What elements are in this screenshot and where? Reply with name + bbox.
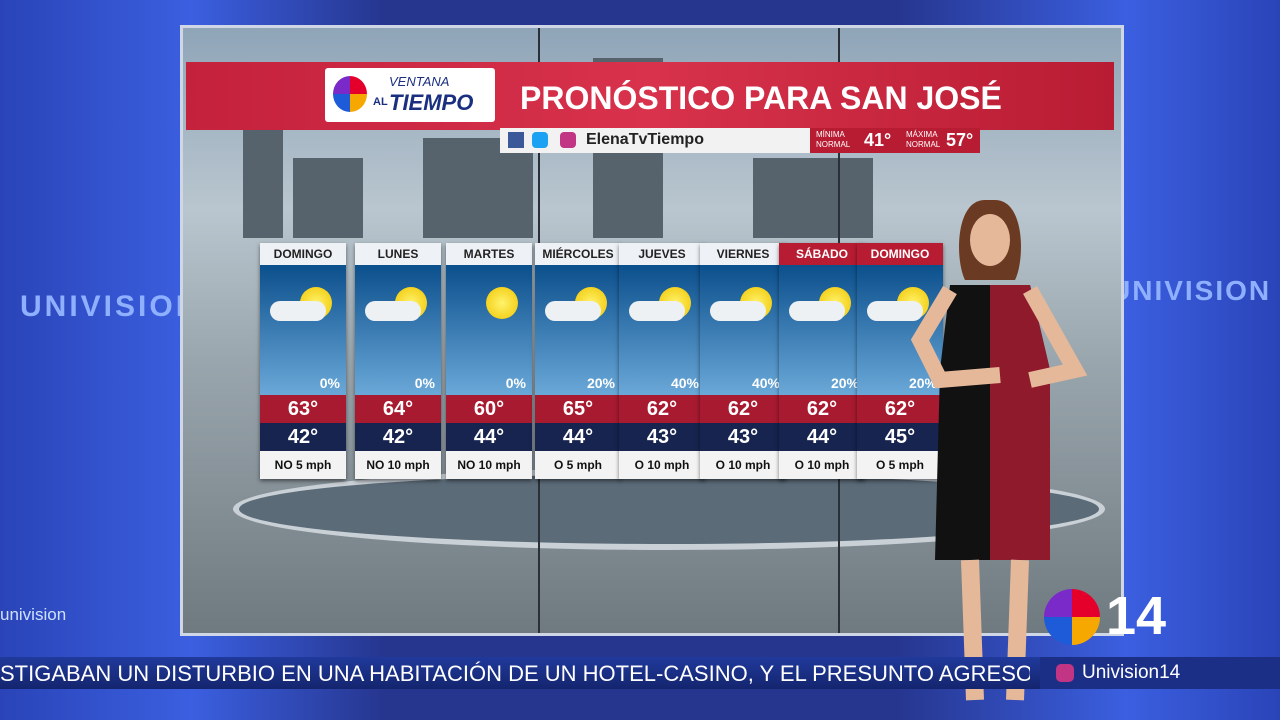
low-temp: 42°: [355, 423, 441, 451]
precip-chance: 20%: [908, 375, 937, 391]
logo-text: AL: [373, 96, 388, 108]
low-temp: 43°: [700, 423, 786, 451]
brand-text: UNIVISION: [1110, 275, 1272, 306]
station-number: 14: [1106, 586, 1167, 646]
high-temp: 63°: [260, 395, 346, 423]
precip-chance: 20%: [586, 375, 615, 391]
day-card: JUEVES 40% 62° 43° O 10 mph: [619, 243, 705, 479]
weather-icon: 20%: [779, 265, 865, 395]
twitter-icon: [532, 132, 548, 148]
building: [243, 128, 283, 238]
title: PRONÓSTICO PARA SAN JOSÉ: [520, 80, 1002, 116]
high-temp: 62°: [779, 395, 865, 423]
low-temp: 43°: [619, 423, 705, 451]
cloud-icon: [365, 301, 421, 321]
wind: O 10 mph: [619, 451, 705, 479]
building: [293, 158, 363, 238]
logo-box: VENTANA AL TIEMPO: [325, 68, 495, 122]
day-name: VIERNES: [700, 243, 786, 265]
precip-chance: 40%: [751, 375, 780, 391]
precip-chance: 40%: [670, 375, 699, 391]
day-card: MIÉRCOLES 20% 65° 44° O 5 mph: [535, 243, 621, 479]
day-name: MARTES: [446, 243, 532, 265]
weather-icon: 0%: [260, 265, 346, 395]
low-temp: 45°: [857, 423, 943, 451]
low-temp: 42°: [260, 423, 346, 451]
sun-icon: [486, 287, 518, 319]
handle-box: [1040, 657, 1280, 689]
wind: NO 5 mph: [260, 451, 346, 479]
day-card: LUNES 0% 64° 42° NO 10 mph: [355, 243, 441, 479]
social-bar: ElenaTvTiempo MÍNIMA NORMAL 41° MÁXIMA N…: [500, 128, 980, 153]
precip-chance: 20%: [830, 375, 859, 391]
high-temp: 62°: [700, 395, 786, 423]
social-handle: ElenaTvTiempo: [586, 131, 704, 148]
wind: O 5 mph: [857, 451, 943, 479]
station-logo: 14: [1040, 585, 1180, 650]
wind: O 10 mph: [779, 451, 865, 479]
high-temp: 62°: [619, 395, 705, 423]
ticker-bar: STIGABAN UN DISTURBIO EN UNA HABITACIÓN …: [0, 657, 1280, 689]
logo-text: TIEMPO: [389, 90, 474, 115]
cloud-icon: [545, 301, 601, 321]
normals-box: [810, 128, 980, 153]
cloud-icon: [789, 301, 845, 321]
normal-value: 57°: [946, 130, 974, 150]
ticker-text: STIGABAN UN DISTURBIO EN UNA HABITACIÓN …: [0, 661, 1030, 686]
logo-text: VENTANA: [389, 74, 450, 89]
building: [753, 158, 873, 238]
day-card: VIERNES 40% 62° 43° O 10 mph: [700, 243, 786, 479]
day-name: DOMINGO: [857, 243, 943, 265]
low-temp: 44°: [535, 423, 621, 451]
high-temp: 65°: [535, 395, 621, 423]
high-temp: 60°: [446, 395, 532, 423]
day-name: LUNES: [355, 243, 441, 265]
low-temp: 44°: [779, 423, 865, 451]
day-name: MIÉRCOLES: [535, 243, 621, 265]
logo-icon: [333, 76, 367, 112]
precip-chance: 0%: [319, 375, 340, 391]
building: [423, 138, 533, 238]
day-card: MARTES 0% 60° 44° NO 10 mph: [446, 243, 532, 479]
day-name: DOMINGO: [260, 243, 346, 265]
day-card: SÁBADO 20% 62° 44° O 10 mph: [779, 243, 865, 479]
wind: NO 10 mph: [355, 451, 441, 479]
weather-icon: 0%: [446, 265, 532, 395]
precip-chance: 0%: [505, 375, 526, 391]
weather-icon: 0%: [355, 265, 441, 395]
normal-label: MÍNIMA NORMAL: [816, 130, 851, 149]
brand-text: UNIVISION: [20, 290, 201, 323]
day-name: JUEVES: [619, 243, 705, 265]
normal-label: MÁXIMA NORMAL: [906, 130, 941, 149]
cloud-icon: [629, 301, 685, 321]
day-card: DOMINGO 0% 63° 42° NO 5 mph: [260, 243, 346, 479]
station-handle: Univision14: [1082, 662, 1181, 683]
brand-text: univision: [0, 605, 67, 624]
precip-chance: 0%: [414, 375, 435, 391]
wind: O 10 mph: [700, 451, 786, 479]
weather-icon: 20%: [535, 265, 621, 395]
instagram-icon: [560, 132, 576, 148]
wind: O 5 mph: [535, 451, 621, 479]
cloud-icon: [710, 301, 766, 321]
wind: NO 10 mph: [446, 451, 532, 479]
instagram-icon: [1056, 664, 1074, 682]
weather-icon: 40%: [619, 265, 705, 395]
presenter: [910, 200, 1088, 701]
logo-icon: [1044, 589, 1100, 645]
low-temp: 44°: [446, 423, 532, 451]
normal-value: 41°: [864, 130, 892, 150]
weather-icon: 40%: [700, 265, 786, 395]
day-name: SÁBADO: [779, 243, 865, 265]
facebook-icon: [508, 132, 524, 148]
cloud-icon: [867, 301, 923, 321]
high-temp: 62°: [857, 395, 943, 423]
cloud-icon: [270, 301, 326, 321]
high-temp: 64°: [355, 395, 441, 423]
